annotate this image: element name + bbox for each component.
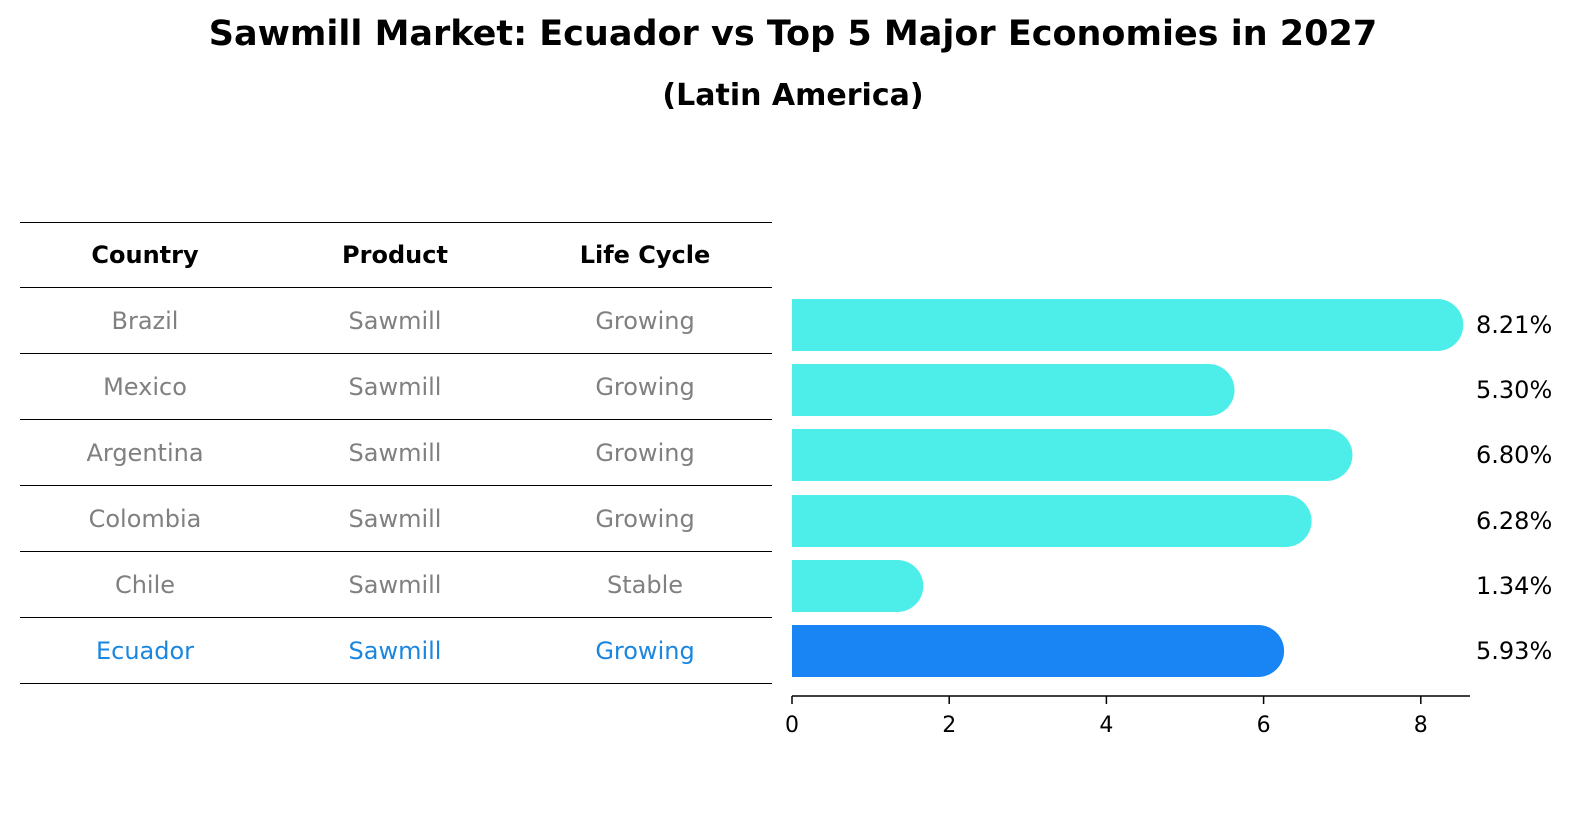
table-row: Mexico Sawmill Growing bbox=[20, 354, 772, 420]
life-cycle-cell: Stable bbox=[606, 570, 684, 599]
value-label-ecuador: 5.93% bbox=[1476, 637, 1552, 665]
table-row: Argentina Sawmill Growing bbox=[20, 420, 772, 486]
x-tick-label: 2 bbox=[942, 713, 956, 738]
value-label-brazil: 8.21% bbox=[1476, 311, 1552, 339]
product-cell: Sawmill bbox=[348, 438, 442, 467]
country-cell: Ecuador bbox=[95, 636, 195, 665]
value-label-chile: 1.34% bbox=[1476, 572, 1552, 600]
table-row-highlight: Ecuador Sawmill Growing bbox=[20, 618, 772, 684]
x-tick-label: 6 bbox=[1257, 713, 1271, 738]
country-cell: Chile bbox=[114, 570, 176, 599]
country-cell: Colombia bbox=[88, 504, 202, 533]
product-cell: Sawmill bbox=[348, 636, 442, 665]
chart-title: Sawmill Market: Ecuador vs Top 5 Major E… bbox=[208, 14, 1378, 54]
country-cell: Brazil bbox=[111, 306, 179, 335]
chart-subtitle: (Latin America) bbox=[662, 78, 924, 113]
bar-brazil bbox=[792, 299, 1464, 351]
country-table: Country Product Life Cycle Brazil Sawmil… bbox=[20, 222, 772, 684]
product-cell: Sawmill bbox=[348, 570, 442, 599]
header-life-cycle: Life Cycle bbox=[579, 241, 711, 269]
x-tick-label: 8 bbox=[1414, 713, 1428, 738]
bar-colombia bbox=[792, 495, 1312, 547]
header-country: Country bbox=[91, 241, 199, 269]
value-label-argentina: 6.80% bbox=[1476, 441, 1552, 469]
life-cycle-cell: Growing bbox=[595, 306, 695, 335]
bar-chile bbox=[792, 560, 924, 612]
table-row: Colombia Sawmill Growing bbox=[20, 486, 772, 552]
country-cell: Argentina bbox=[86, 438, 204, 467]
life-cycle-cell: Growing bbox=[595, 636, 695, 665]
table-row: Brazil Sawmill Growing bbox=[20, 288, 772, 354]
bar-mexico bbox=[792, 364, 1235, 416]
table-header-row: Country Product Life Cycle bbox=[20, 222, 772, 288]
life-cycle-cell: Growing bbox=[595, 438, 695, 467]
product-cell: Sawmill bbox=[348, 504, 442, 533]
country-cell: Mexico bbox=[103, 372, 187, 401]
bar-ecuador bbox=[792, 625, 1285, 677]
life-cycle-cell: Growing bbox=[595, 504, 695, 533]
x-tick-label: 0 bbox=[785, 713, 799, 738]
life-cycle-cell: Growing bbox=[595, 372, 695, 401]
product-cell: Sawmill bbox=[348, 372, 442, 401]
bar-argentina bbox=[792, 429, 1353, 481]
x-tick-label: 4 bbox=[1099, 713, 1113, 738]
value-label-mexico: 5.30% bbox=[1476, 376, 1552, 404]
value-label-colombia: 6.28% bbox=[1476, 507, 1552, 535]
header-product: Product bbox=[342, 241, 448, 269]
product-cell: Sawmill bbox=[348, 306, 442, 335]
table-row: Chile Sawmill Stable bbox=[20, 552, 772, 618]
